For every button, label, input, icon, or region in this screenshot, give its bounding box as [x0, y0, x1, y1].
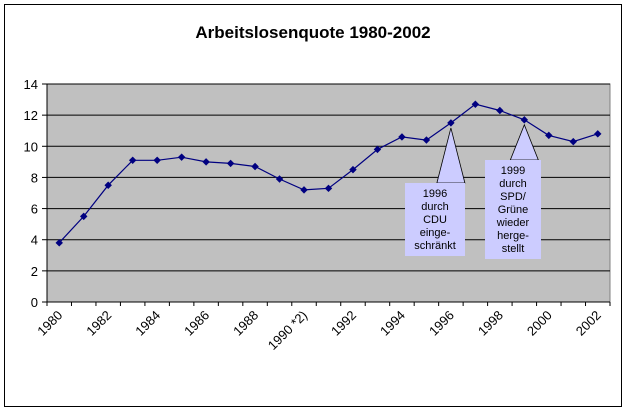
callout-line: 1999: [501, 165, 525, 177]
data-point: [373, 145, 382, 154]
x-tick-label: 2000: [524, 308, 555, 339]
data-point: [569, 137, 578, 146]
data-point: [226, 159, 235, 168]
x-tick-label: 1994: [377, 308, 408, 339]
data-point: [55, 239, 63, 247]
data-point: [79, 212, 88, 221]
data-point: [202, 158, 210, 166]
callout-line: Grüne: [498, 204, 529, 216]
data-point: [275, 175, 284, 183]
data-point: [447, 119, 455, 127]
data-point: [324, 184, 333, 193]
x-tick-label: 2002: [573, 308, 604, 339]
data-point: [349, 165, 357, 174]
data-point: [128, 156, 137, 165]
x-tick-label: 1982: [83, 308, 114, 339]
callout-line: schränkt: [414, 240, 456, 252]
y-tick-label: 10: [24, 139, 38, 154]
y-tick-label: 8: [31, 170, 38, 185]
y-tick-label: 0: [31, 295, 38, 310]
callout-line: herge-: [497, 230, 529, 242]
x-tick-label: 1986: [181, 308, 212, 339]
y-tick-label: 6: [31, 202, 38, 217]
callout-line: durch: [421, 201, 449, 213]
callout-line: SPD/: [500, 191, 527, 203]
x-tick-label: 1996: [426, 308, 457, 339]
x-tick-label: 1980: [34, 308, 65, 339]
data-point: [251, 162, 259, 171]
data-point: [594, 130, 602, 138]
data-point: [104, 181, 112, 189]
callout-box: [405, 183, 465, 256]
data-point: [520, 116, 529, 124]
y-tick-label: 14: [24, 77, 38, 92]
plot-area: 0 2 4 6 8 10 12 14 1980 1982 1984 1986 1988 1990 *2) 1…: [24, 77, 611, 353]
callout-line: 1996: [423, 188, 447, 200]
data-point: [398, 133, 406, 141]
data-point: [422, 136, 431, 144]
callout-line: durch: [499, 178, 527, 190]
x-tick-label: 1984: [132, 308, 163, 339]
callout-line: CDU: [423, 214, 447, 226]
x-tick-label: 1992: [328, 308, 359, 339]
callout-line: wieder: [496, 217, 530, 229]
data-point: [300, 186, 308, 194]
y-tick-label: 12: [24, 108, 38, 123]
data-point: [177, 153, 186, 161]
data-point: [153, 156, 161, 165]
data-point: [496, 106, 504, 115]
callout-box: [485, 160, 541, 259]
chart-title: Arbeitslosenquote 1980-2002: [195, 23, 430, 42]
callout-line: stellt: [502, 243, 525, 255]
x-tick-label: 1988: [230, 308, 261, 339]
callout-line: einge-: [420, 227, 451, 239]
data-point: [545, 131, 553, 140]
y-tick-label: 4: [31, 233, 38, 248]
data-point: [471, 100, 480, 108]
y-tick-label: 2: [31, 264, 38, 279]
x-tick-label: 1998: [475, 308, 506, 339]
x-tick-label: 1990 *2): [265, 308, 310, 353]
